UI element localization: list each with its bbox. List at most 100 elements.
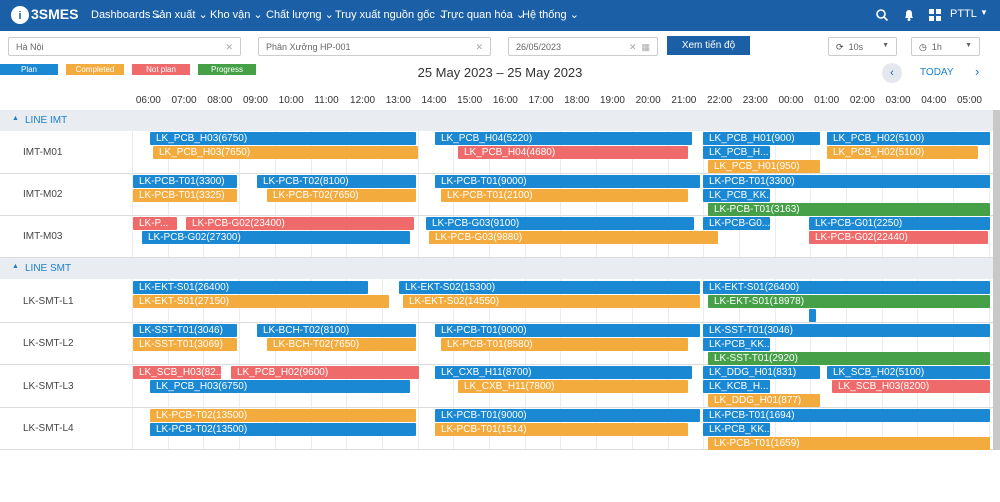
workshop-select[interactable]: Phân Xưởng HP-001 ✕: [258, 37, 491, 56]
caret: ⌄: [434, 9, 448, 21]
task-bar[interactable]: LK-SST-T01(3046): [133, 324, 237, 337]
task-bar[interactable]: LK-SST-T01(3046): [703, 324, 990, 337]
task-bar[interactable]: LK-PCB_KK...: [703, 338, 770, 351]
task-bar[interactable]: LK-PCB-T01(9000): [435, 324, 700, 337]
task-bar[interactable]: LK_DDG_H01(877): [708, 394, 820, 407]
task-bar[interactable]: LK-PCB-G03(9100): [426, 217, 694, 230]
task-bar[interactable]: LK_DDG_H01(831): [703, 366, 820, 379]
group-caret: ▲: [12, 263, 19, 270]
date-input[interactable]: 26/05/2023 ✕ ▦: [508, 37, 658, 56]
task-bar[interactable]: LK-PCB-T01(9000): [435, 409, 700, 422]
task-bar[interactable]: LK_PCB_H02(5100): [827, 146, 978, 159]
apps-icon[interactable]: [929, 9, 941, 21]
task-bar[interactable]: LK-BCH-T02(7650): [267, 338, 416, 351]
task-bar[interactable]: LK_PCB_H02(5100): [827, 132, 990, 145]
prev-button[interactable]: ‹: [882, 63, 902, 83]
task-bar[interactable]: LK-EKT-S01(26400): [703, 281, 990, 294]
grid-line: [953, 110, 955, 450]
scrollbar[interactable]: [993, 110, 1000, 450]
task-bar[interactable]: LK-P...: [133, 217, 177, 230]
logo[interactable]: 3SMES: [31, 6, 79, 22]
task-bar[interactable]: LK-PCB-G02(22440): [809, 231, 988, 244]
nav-item[interactable]: Hệ thống ⌄: [522, 9, 579, 21]
task-bar[interactable]: LK-PCB-T01(9000): [435, 175, 700, 188]
task-bar[interactable]: LK_PCB_H...: [703, 146, 770, 159]
grid-line: [846, 110, 847, 450]
next-button[interactable]: ›: [975, 64, 980, 79]
task-bar[interactable]: LK_SCB_H03(82...: [133, 366, 221, 379]
task-bar[interactable]: LK-PCB-T02(8100): [257, 175, 416, 188]
task-bar[interactable]: LK-PCB-G01(2250): [809, 217, 990, 230]
task-bar[interactable]: LK_CXB_H11(7800): [458, 380, 688, 393]
task-bar[interactable]: LK-PCB-T02(13500): [150, 409, 416, 422]
task-bar[interactable]: LK-PCB-T01(3300): [703, 175, 990, 188]
task-bar[interactable]: LK_PCB_KK...: [703, 189, 770, 202]
nav-item[interactable]: Truy xuất nguồn gốc ⌄: [335, 9, 448, 21]
task-bar[interactable]: LK-PCB-T02(7650): [267, 189, 416, 202]
clear[interactable]: ✕: [225, 42, 233, 52]
task-bar[interactable]: LK_PCB_H01(900): [703, 132, 820, 145]
task-bar[interactable]: LK_CXB_H11(8700): [435, 366, 692, 379]
bell-icon[interactable]: [903, 9, 915, 21]
row-divider: [0, 364, 993, 365]
task-bar[interactable]: LK-EKT-S01(27150): [133, 295, 389, 308]
task-bar[interactable]: LK_PCB_H04(4680): [458, 146, 688, 159]
grid-line: [881, 110, 883, 450]
nav-item[interactable]: Kho vận ⌄: [210, 9, 263, 21]
group-header[interactable]: ▲ LINE IMT: [0, 110, 993, 131]
task-bar[interactable]: LK_SCB_H02(5100): [827, 366, 990, 379]
task-bar[interactable]: LK-EKT-S02(15300): [399, 281, 700, 294]
task-bar[interactable]: LK_PCB_H03(6750): [150, 380, 410, 393]
row-divider: [0, 407, 993, 408]
task-bar[interactable]: LK_PCB_H02(9600): [231, 366, 419, 379]
task-bar[interactable]: LK-PCB-T01(1659): [708, 437, 990, 450]
search-icon[interactable]: [876, 9, 888, 21]
task-bar[interactable]: LK_PCB_H01(950): [708, 160, 820, 173]
task-bar[interactable]: LK-PCB-G02(23400): [186, 217, 414, 230]
task-bar[interactable]: LK-PCB-T01(1514): [435, 423, 688, 436]
task-bar[interactable]: LK-EKT-S01(26400): [133, 281, 368, 294]
view-button[interactable]: Xem tiến độ: [667, 36, 750, 55]
task-bar[interactable]: LK_KCB_H...: [703, 380, 770, 393]
today-button[interactable]: TODAY: [920, 67, 954, 78]
task-bar[interactable]: LK_PCB_H03(6750): [150, 132, 416, 145]
nav-item[interactable]: Sản xuất ⌄: [152, 9, 208, 21]
grid-line: [132, 110, 133, 450]
user-menu[interactable]: PTTL: [950, 8, 977, 20]
task-bar[interactable]: LK_PCB_H04(5220): [435, 132, 692, 145]
task-bar[interactable]: LK-PCB-T01(8580): [441, 338, 688, 351]
task-bar[interactable]: LK-PCB-T01(2100): [441, 189, 688, 202]
task-bar[interactable]: LK-PCB-G0...: [703, 217, 770, 230]
task-bar[interactable]: LK-PCB-G02(27300): [142, 231, 410, 244]
task-bar[interactable]: LK-BCH-T02(8100): [257, 324, 416, 337]
range-select[interactable]: ◷ 1h ▼: [911, 37, 980, 56]
clear[interactable]: ✕ ▦: [628, 42, 650, 52]
grid-line: [560, 110, 562, 450]
nav-item[interactable]: Dashboards ⌄: [91, 9, 163, 21]
group-header[interactable]: ▲ LINE SMT: [0, 258, 993, 279]
task-bar[interactable]: LK-PCB_KK...: [703, 423, 770, 436]
task-bar[interactable]: LK-PCB-T02(13500): [150, 423, 416, 436]
task-bar[interactable]: LK-PCB-T01(3300): [133, 175, 237, 188]
task-bar[interactable]: LK-PCB-T01(3163): [708, 203, 990, 216]
grid-line: [274, 110, 276, 450]
task-bar[interactable]: LK-PCB-T01(3325): [133, 189, 237, 202]
nav-item[interactable]: Chất lượng ⌄: [266, 9, 334, 21]
task-bar[interactable]: LK-PCB-G03(9880): [429, 231, 718, 244]
task-bar[interactable]: LK-PCB-T01(1694): [703, 409, 990, 422]
row-divider: [0, 215, 993, 216]
task-bar[interactable]: LK-EKT-S02(14550): [403, 295, 700, 308]
task-bar[interactable]: [809, 309, 816, 322]
clear[interactable]: ✕: [475, 42, 483, 52]
task-bar[interactable]: LK_PCB_H03(7650): [153, 146, 418, 159]
task-bar[interactable]: LK-EKT-S01(18978): [708, 295, 990, 308]
factory-select[interactable]: Hà Nội ✕: [8, 37, 241, 56]
refresh-select[interactable]: ⟳ 10s ▼: [828, 37, 897, 56]
date-value: 26/05/2023: [516, 42, 562, 52]
task-bar[interactable]: LK-SST-T01(3069): [133, 338, 237, 351]
time-label: 13:00: [385, 95, 411, 106]
nav-item[interactable]: Trực quan hóa ⌄: [441, 9, 526, 21]
refresh-value: 10s: [848, 42, 864, 52]
task-bar[interactable]: LK-SST-T01(2920): [708, 352, 990, 365]
task-bar[interactable]: LK_SCB_H03(8200): [832, 380, 990, 393]
